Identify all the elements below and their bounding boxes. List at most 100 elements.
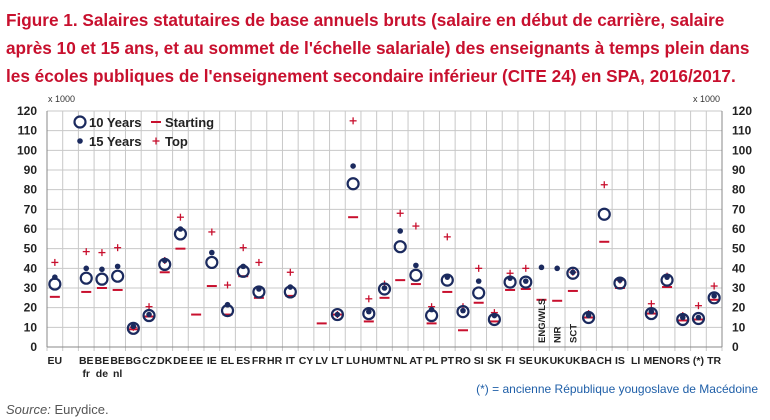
x-tick-label: CZ: [142, 355, 157, 367]
fifteen-years-mark-BG: [130, 323, 137, 330]
ten-years-mark-SE: [519, 275, 533, 289]
source-note: Source: Eurydice.: [6, 402, 109, 417]
fifteen-years-mark-SI: [475, 278, 482, 284]
fifteen-years-mark-ME: [648, 308, 655, 315]
fifteen-years-mark-UK: [570, 269, 576, 276]
x-tick-label: TR: [707, 355, 721, 367]
y-tick-left: 110: [18, 124, 38, 138]
x-tick-label: SE: [519, 355, 533, 367]
ten-years-mark-IE: [205, 255, 219, 270]
ten-years-mark-HU: [362, 306, 376, 321]
x-tick-label: HR: [267, 355, 283, 367]
source-value: Eurydice.: [54, 402, 109, 417]
x-sub-label: SCT: [568, 324, 579, 343]
y-tick-right: 80: [732, 183, 746, 197]
x-tick-label: IT: [286, 355, 296, 367]
y-tick-left: 70: [24, 202, 38, 216]
y-tick-right: 110: [732, 124, 752, 138]
y-tick-left: 20: [24, 301, 38, 315]
x-tick-label: ME: [643, 355, 659, 367]
legend-label-fifteen: 15 Years: [89, 134, 142, 149]
y-tick-left: 0: [30, 340, 37, 354]
ten-years-mark-IT: [283, 285, 297, 299]
y-tick-left: 30: [24, 281, 38, 295]
ten-years-mark-CH: [597, 207, 611, 221]
y-tick-left: 100: [17, 143, 37, 157]
fifteen-years-mark-HU: [366, 308, 372, 315]
y-tick-right: 10: [732, 320, 746, 334]
y-tick-right: 90: [732, 163, 746, 177]
ten-years-mark-SI: [472, 286, 486, 300]
x-tick-label: DE: [173, 355, 188, 367]
legend-label-start: Starting: [165, 115, 214, 130]
ten-years-mark-DK: [158, 257, 172, 271]
fifteen-years-mark-TR: [711, 293, 717, 299]
x-tick-label: RS: [675, 355, 690, 367]
ten-years-mark-IS: [613, 276, 627, 290]
y-tick-right: 100: [732, 143, 752, 157]
fifteen-years-mark-LU: [350, 163, 356, 169]
ten-years-mark-BG: [126, 321, 140, 335]
ten-years-mark-ES: [236, 264, 250, 278]
fifteen-years-mark-(*): [695, 314, 702, 321]
x-tick-label: BE: [110, 355, 125, 367]
fifteen-years-mark-UK: [538, 264, 545, 271]
y-tick-right: 0: [732, 340, 739, 354]
x-tick-label: NL: [393, 355, 408, 367]
y-tick-right: 20: [732, 301, 746, 315]
legend-label-ten: 10 Years: [89, 115, 142, 130]
ten-years-mark-NL: [393, 240, 407, 254]
x-tick-label: SI: [474, 355, 484, 367]
ten-years-mark-PT: [440, 273, 454, 287]
x-tick-label: DK: [157, 355, 173, 367]
fifteen-years-mark-BE: [99, 266, 105, 273]
ten-years-mark-MT: [377, 282, 392, 296]
x-sub-label: fr: [82, 368, 90, 380]
ten-years-mark-FR: [252, 285, 266, 299]
x-tick-label: IE: [207, 355, 217, 367]
x-tick-label: UK: [565, 355, 581, 367]
y-tick-left: 120: [17, 104, 37, 118]
ten-years-mark-EL: [220, 304, 235, 318]
ten-years-mark-BA: [581, 310, 596, 325]
x-tick-label: LT: [331, 355, 344, 367]
x-tick-label: (*): [693, 355, 704, 367]
ten-years-mark-LT: [330, 307, 345, 322]
fifteen-years-mark-UK: [554, 265, 560, 272]
x-tick-label: UK: [550, 355, 566, 367]
legend-marker-10-years: [73, 115, 87, 129]
x-tick-label: BG: [125, 355, 141, 367]
ten-years-mark-ME: [644, 306, 658, 321]
y-tick-right: 70: [732, 202, 746, 216]
x-sub-label: NIR: [553, 327, 564, 344]
x-tick-label: ES: [236, 355, 250, 367]
y-tick-left: 40: [24, 261, 38, 275]
fifteen-years-mark-BA: [585, 312, 592, 319]
x-tick-label: SK: [487, 355, 502, 367]
ten-years-mark-LU: [346, 177, 360, 191]
y-tick-left: 60: [24, 222, 38, 236]
ten-years-mark-RO: [456, 305, 470, 319]
y-tick-right: 60: [732, 222, 746, 236]
y-tick-left: 10: [24, 320, 38, 334]
x-tick-label: UK: [534, 355, 550, 367]
ten-years-mark-SK: [487, 312, 501, 327]
x-tick-label: FI: [505, 355, 514, 367]
ten-years-mark-AT: [409, 268, 423, 282]
y-tick-left: 90: [24, 163, 38, 177]
x-tick-label: NO: [659, 355, 675, 367]
unit-label-left: x 1000: [48, 94, 75, 104]
fifteen-years-mark-RS: [679, 314, 686, 321]
x-tick-label: LU: [346, 355, 360, 367]
y-tick-right: 50: [732, 242, 746, 256]
fifteen-years-mark-SE: [522, 278, 529, 284]
figure-title: Figure 1. Salaires statutaires de base a…: [6, 10, 750, 86]
y-tick-right: 40: [732, 261, 746, 275]
x-tick-label: LV: [315, 355, 328, 367]
x-tick-label: BE: [95, 355, 110, 367]
x-tick-label: EU: [48, 355, 63, 367]
ten-years-mark-(*): [691, 311, 706, 326]
fifteen-years-mark-MT: [381, 285, 388, 291]
ten-years-mark-NO: [660, 273, 674, 287]
